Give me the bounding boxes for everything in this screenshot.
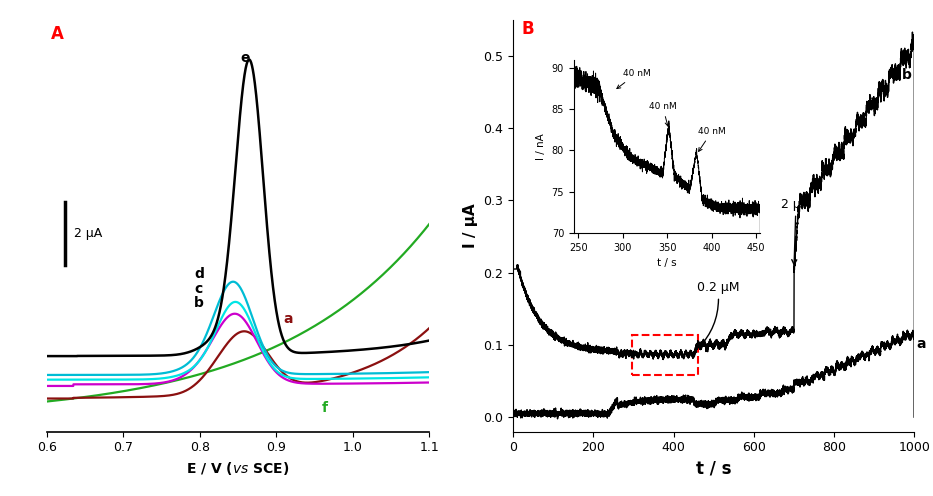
Bar	[632, 335, 698, 375]
Y-axis label: I / μA: I / μA	[463, 203, 478, 248]
Text: c: c	[194, 282, 202, 296]
Text: f: f	[322, 401, 328, 415]
X-axis label: E / V ($\it{vs}$ SCE): E / V ($\it{vs}$ SCE)	[187, 460, 289, 477]
Text: a: a	[916, 337, 926, 352]
X-axis label: t / s: t / s	[657, 258, 677, 268]
Y-axis label: I / nA: I / nA	[536, 133, 546, 160]
Text: a: a	[284, 312, 293, 326]
Text: d: d	[194, 266, 204, 281]
X-axis label: t / s: t / s	[696, 460, 731, 478]
Text: 40 nM: 40 nM	[648, 102, 676, 126]
Text: B: B	[522, 20, 534, 38]
Text: A: A	[50, 25, 63, 43]
Text: 0.2 μM: 0.2 μM	[697, 281, 739, 348]
Text: e: e	[241, 51, 250, 65]
Text: 40 nM: 40 nM	[698, 127, 726, 151]
Text: b: b	[194, 297, 204, 310]
Text: b: b	[902, 68, 912, 82]
Text: 2 μM: 2 μM	[781, 197, 811, 265]
Text: 2 μA: 2 μA	[75, 227, 103, 240]
Text: 40 nM: 40 nM	[617, 69, 650, 89]
